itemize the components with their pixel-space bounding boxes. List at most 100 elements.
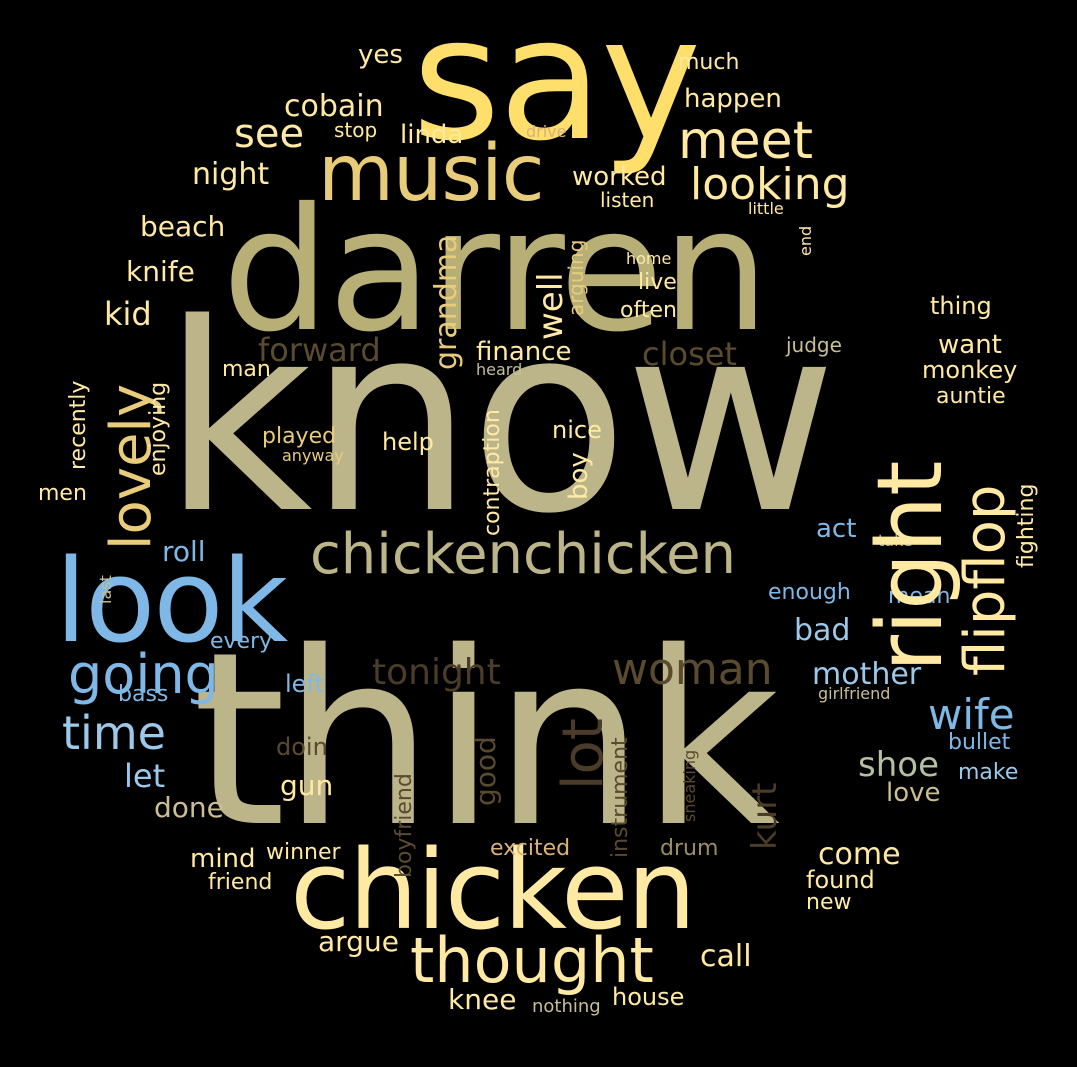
word-excited: excited: [490, 836, 571, 861]
word-knife: knife: [126, 255, 195, 288]
word-thought: thought: [410, 924, 654, 997]
word-knee: knee: [448, 983, 517, 1016]
word-know: know: [162, 269, 837, 571]
word-think: think: [192, 600, 780, 880]
word-enough: enough: [768, 580, 851, 605]
word-bass: bass: [118, 682, 169, 707]
word-linda: linda: [400, 120, 464, 150]
word-auntie: auntie: [936, 384, 1006, 409]
word-little: little: [748, 199, 784, 218]
word-every: every: [210, 629, 273, 654]
word-live: live: [638, 270, 677, 295]
word-heard: heard: [476, 360, 523, 379]
word-music: music: [318, 129, 545, 219]
word-kurt: kurt: [745, 782, 785, 850]
word-yes: yes: [358, 40, 403, 70]
word-flipflop: flipflop: [953, 484, 1018, 676]
word-right: right: [858, 460, 963, 672]
word-see: see: [234, 111, 305, 157]
word-bad: bad: [794, 613, 851, 648]
word-nice: nice: [552, 416, 602, 444]
word-finance: finance: [476, 337, 572, 367]
word-drum: drum: [660, 836, 719, 861]
word-anyway: anyway: [282, 446, 344, 465]
word-happen: happen: [684, 84, 782, 114]
word-judge: judge: [786, 333, 842, 357]
word-nothing: nothing: [532, 996, 601, 1017]
word-grandma: grandma: [429, 234, 464, 370]
word-winner: winner: [266, 840, 341, 865]
word-new: new: [806, 890, 852, 915]
word-stop: stop: [334, 118, 378, 142]
word-look: look: [55, 535, 288, 669]
word-make: make: [958, 760, 1019, 785]
word-listen: listen: [600, 188, 655, 212]
word-boy: boy: [564, 452, 594, 500]
word-contraption: contraption: [480, 409, 505, 536]
word-home: home: [626, 249, 672, 268]
word-found: found: [806, 866, 875, 894]
word-worked: worked: [572, 162, 667, 192]
word-going: going: [68, 643, 219, 706]
word-girlfriend: girlfriend: [818, 684, 891, 703]
word-darren: darren: [222, 172, 769, 370]
word-want: want: [938, 330, 1002, 360]
word-mother: mother: [812, 657, 922, 692]
word-recently: recently: [66, 380, 91, 470]
word-gun: gun: [280, 769, 334, 802]
word-enjoying: enjoying: [146, 381, 171, 476]
word-men: men: [38, 481, 87, 506]
word-take: take: [878, 531, 913, 550]
word-love: love: [886, 778, 941, 808]
word-chicken: chicken: [290, 826, 696, 954]
word-help: help: [382, 428, 434, 456]
word-done: done: [154, 791, 224, 824]
word-man: man: [222, 357, 271, 382]
word-good: good: [469, 736, 502, 806]
word-come: come: [818, 837, 901, 872]
word-thing: thing: [930, 292, 992, 320]
word-looking: looking: [690, 159, 850, 210]
word-monkey: monkey: [922, 356, 1018, 384]
word-call: call: [700, 939, 752, 974]
word-wife: wife: [928, 690, 1015, 739]
word-chickenchicken: chickenchicken: [310, 522, 737, 587]
word-end: end: [796, 225, 815, 256]
word-mind: mind: [190, 844, 256, 874]
word-often: often: [620, 298, 677, 323]
word-well: well: [531, 272, 571, 340]
word-bullet: bullet: [948, 730, 1011, 755]
word-boyfriend: boyfriend: [392, 773, 417, 878]
word-beach: beach: [140, 210, 226, 243]
word-left: left: [285, 670, 324, 698]
word-shoe: shoe: [858, 745, 939, 785]
word-lot: lot: [551, 718, 616, 790]
word-woman: woman: [612, 644, 773, 695]
word-friend: friend: [208, 870, 273, 895]
word-act: act: [816, 514, 857, 544]
word-last: last: [96, 575, 115, 604]
word-doin: doin: [276, 733, 328, 761]
word-meet: meet: [678, 111, 814, 171]
word-much: much: [678, 50, 740, 75]
word-arguing: arguing: [564, 239, 588, 316]
word-say: say: [412, 0, 701, 179]
word-closet: closet: [642, 335, 737, 373]
word-kid: kid: [104, 295, 152, 333]
word-played: played: [262, 424, 337, 449]
word-fighting: fighting: [1014, 483, 1039, 568]
word-let: let: [124, 757, 166, 795]
word-cobain: cobain: [284, 89, 384, 124]
word-drive: drive: [526, 122, 567, 141]
word-roll: roll: [162, 535, 206, 568]
word-night: night: [192, 157, 270, 192]
word-forward: forward: [258, 331, 381, 369]
word-time: time: [62, 706, 166, 760]
word-sneaking: sneaking: [680, 749, 699, 822]
word-mean: mean: [888, 584, 951, 609]
word-instrument: instrument: [608, 737, 633, 858]
word-tonight: tonight: [372, 652, 501, 693]
word-argue: argue: [318, 925, 399, 958]
word-house: house: [612, 983, 685, 1011]
